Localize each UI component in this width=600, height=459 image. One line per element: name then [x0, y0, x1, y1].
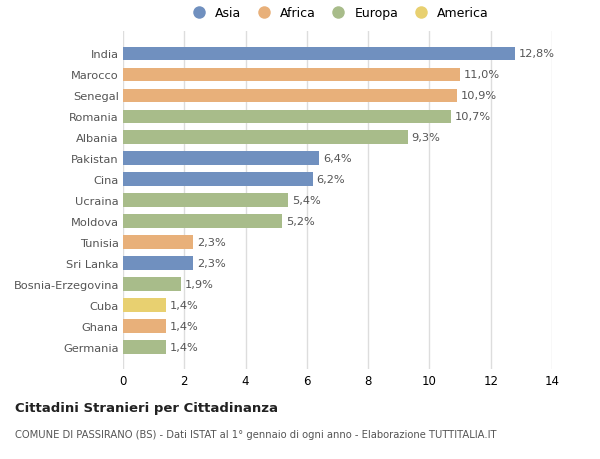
Bar	[123, 299, 166, 312]
Text: 10,9%: 10,9%	[461, 91, 497, 101]
Text: 5,4%: 5,4%	[292, 196, 321, 206]
Text: 2,3%: 2,3%	[197, 238, 226, 248]
Bar	[123, 278, 181, 291]
Text: COMUNE DI PASSIRANO (BS) - Dati ISTAT al 1° gennaio di ogni anno - Elaborazione : COMUNE DI PASSIRANO (BS) - Dati ISTAT al…	[15, 429, 497, 439]
Bar	[123, 215, 283, 229]
Bar	[123, 110, 451, 124]
Bar	[123, 131, 408, 145]
Text: 1,4%: 1,4%	[170, 342, 199, 353]
Bar	[123, 173, 313, 187]
Text: 1,4%: 1,4%	[170, 301, 199, 310]
Text: 12,8%: 12,8%	[519, 49, 555, 59]
Text: 1,4%: 1,4%	[170, 321, 199, 331]
Text: 6,4%: 6,4%	[323, 154, 352, 164]
Text: 1,9%: 1,9%	[185, 280, 214, 290]
Text: 11,0%: 11,0%	[464, 70, 500, 80]
Legend: Asia, Africa, Europa, America: Asia, Africa, Europa, America	[184, 5, 491, 22]
Bar	[123, 47, 515, 61]
Bar	[123, 341, 166, 354]
Bar	[123, 319, 166, 333]
Text: 10,7%: 10,7%	[455, 112, 491, 122]
Text: 6,2%: 6,2%	[317, 175, 345, 185]
Bar	[123, 257, 193, 270]
Text: Cittadini Stranieri per Cittadinanza: Cittadini Stranieri per Cittadinanza	[15, 402, 278, 414]
Bar	[123, 152, 319, 166]
Bar	[123, 194, 289, 207]
Bar	[123, 236, 193, 250]
Text: 5,2%: 5,2%	[286, 217, 315, 227]
Bar	[123, 90, 457, 103]
Text: 2,3%: 2,3%	[197, 258, 226, 269]
Text: 9,3%: 9,3%	[412, 133, 440, 143]
Bar	[123, 68, 460, 82]
